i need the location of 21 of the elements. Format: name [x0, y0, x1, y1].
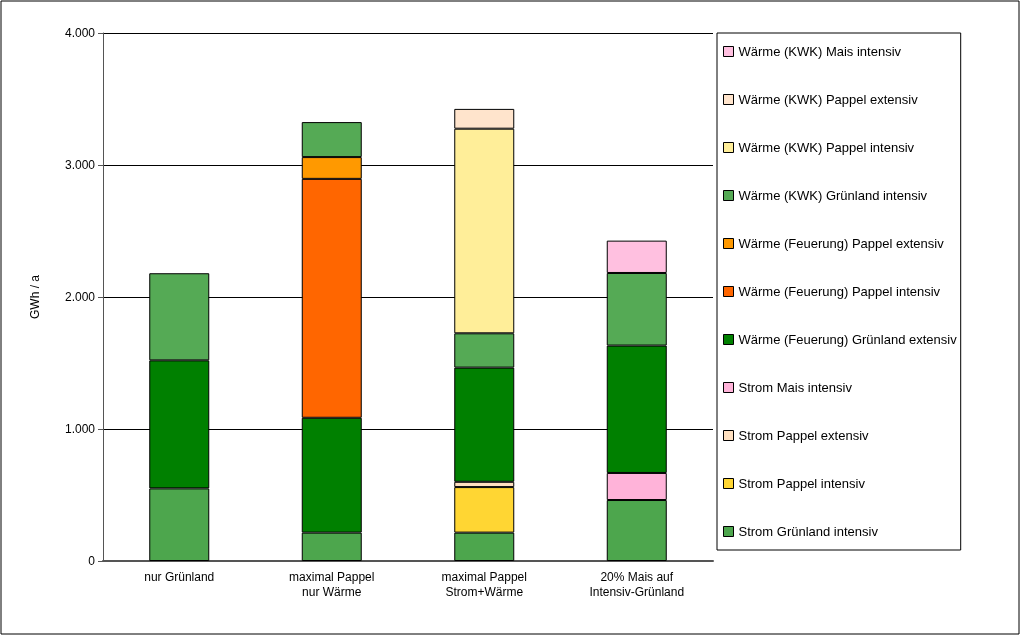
legend-label: Wärme (KWK) Grünland intensiv	[738, 188, 928, 203]
y-tick-label: 1.000	[64, 422, 96, 436]
x-tick-label: nur Grünland	[144, 569, 215, 584]
legend-label: Wärme (Feuerung) Grünland extensiv	[738, 332, 958, 347]
x-tick-label: 20% Mais auf Intensiv-Grünland	[589, 569, 685, 599]
y-tick-label: 3.000	[64, 158, 96, 172]
y-tick-label: 0	[88, 554, 96, 568]
legend-label: Wärme (Feuerung) Pappel intensiv	[738, 284, 941, 299]
x-tick-label: maximal Pappel nur Wärme	[289, 569, 375, 599]
legend-label: Strom Mais intensiv	[738, 380, 853, 395]
legend-label: Wärme (KWK) Mais intensiv	[738, 44, 902, 59]
y-axis-title: GWh / a	[28, 274, 42, 320]
x-tick-label: maximal Pappel Strom+Wärme	[441, 569, 527, 599]
y-tick-label: 2.000	[64, 290, 96, 304]
legend-label: Strom Grünland intensiv	[738, 524, 879, 539]
legend-label: Wärme (Feuerung) Pappel extensiv	[738, 236, 945, 251]
legend-label: Wärme (KWK) Pappel intensiv	[738, 140, 915, 155]
legend-label: Wärme (KWK) Pappel extensiv	[738, 92, 919, 107]
legend-label: Strom Pappel intensiv	[738, 476, 866, 491]
y-tick-label: 4.000	[64, 26, 96, 40]
legend-label: Strom Pappel extensiv	[738, 428, 870, 443]
